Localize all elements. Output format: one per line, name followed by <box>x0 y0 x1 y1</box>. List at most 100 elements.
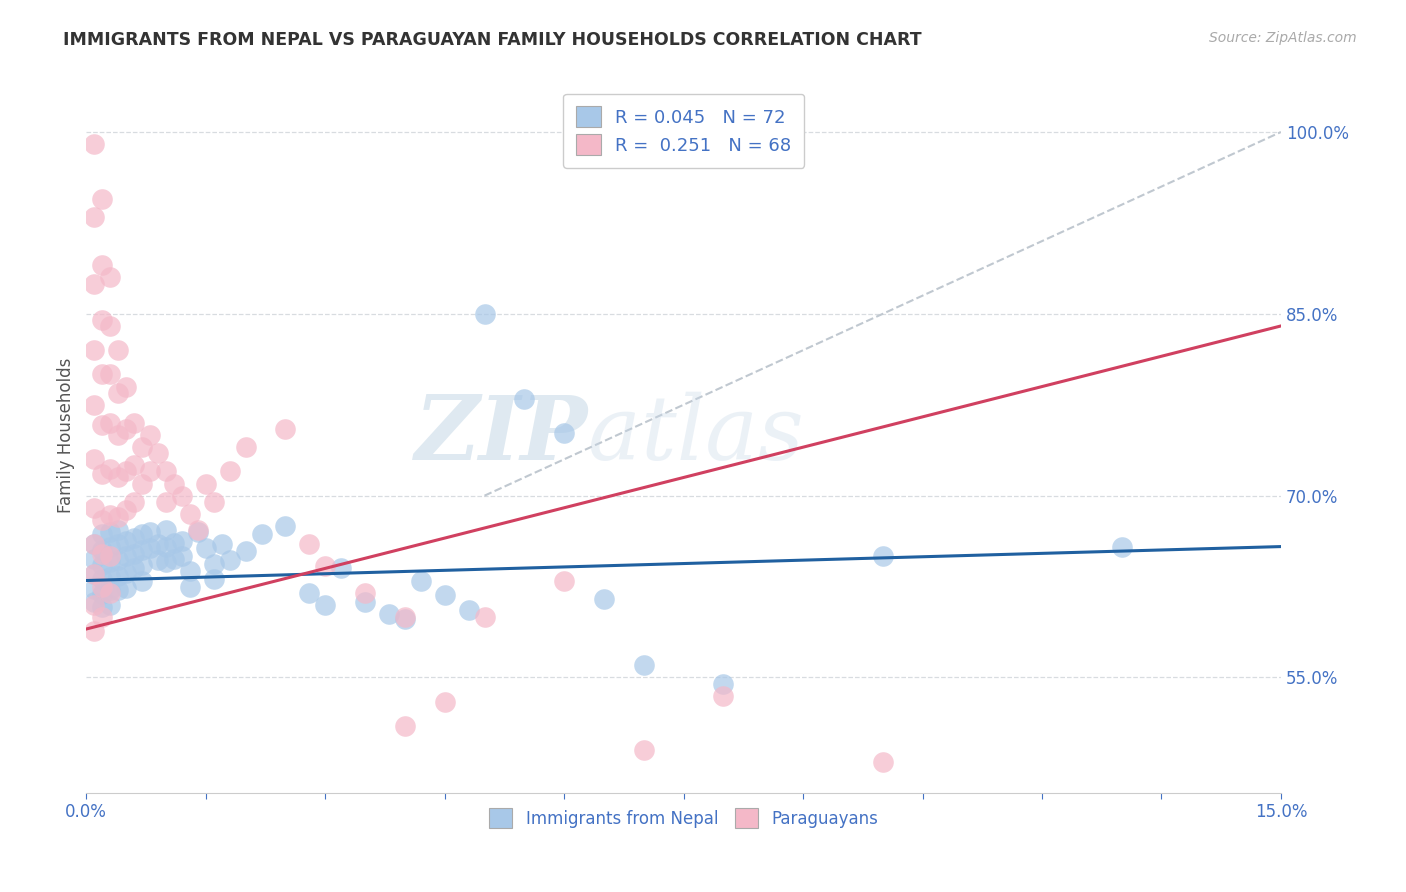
Point <box>314 598 336 612</box>
Point <box>107 568 129 582</box>
Point <box>433 695 456 709</box>
Point <box>274 519 297 533</box>
Text: atlas: atlas <box>588 392 804 478</box>
Point <box>235 440 257 454</box>
Point <box>633 743 655 757</box>
Point <box>98 585 121 599</box>
Point <box>139 428 162 442</box>
Point <box>98 583 121 598</box>
Point <box>131 476 153 491</box>
Point <box>91 313 114 327</box>
Point <box>122 561 145 575</box>
Point <box>91 192 114 206</box>
Point <box>131 440 153 454</box>
Point <box>394 612 416 626</box>
Point <box>409 574 432 588</box>
Point <box>194 476 217 491</box>
Point <box>91 418 114 433</box>
Point <box>139 464 162 478</box>
Point <box>107 583 129 598</box>
Point <box>98 270 121 285</box>
Point <box>170 533 193 548</box>
Point <box>115 464 138 478</box>
Point <box>872 756 894 770</box>
Point <box>91 467 114 481</box>
Point <box>83 537 105 551</box>
Point <box>633 658 655 673</box>
Point <box>91 547 114 561</box>
Point <box>83 567 105 582</box>
Point <box>91 558 114 572</box>
Point <box>115 379 138 393</box>
Point <box>330 561 353 575</box>
Point <box>474 307 496 321</box>
Point <box>202 494 225 508</box>
Point <box>83 595 105 609</box>
Point <box>98 368 121 382</box>
Point <box>115 581 138 595</box>
Point <box>155 523 177 537</box>
Point <box>553 574 575 588</box>
Text: ZIP: ZIP <box>415 392 588 478</box>
Point <box>115 422 138 436</box>
Point <box>83 398 105 412</box>
Point <box>202 557 225 571</box>
Point <box>139 541 162 555</box>
Point <box>83 500 105 515</box>
Point <box>83 277 105 291</box>
Point <box>98 508 121 522</box>
Point <box>98 540 121 554</box>
Point <box>107 510 129 524</box>
Point <box>83 582 105 596</box>
Point <box>354 595 377 609</box>
Point <box>115 566 138 581</box>
Point <box>131 574 153 588</box>
Point <box>91 610 114 624</box>
Point <box>155 464 177 478</box>
Point <box>163 536 186 550</box>
Point <box>107 385 129 400</box>
Point <box>187 524 209 539</box>
Point <box>274 422 297 436</box>
Point <box>250 527 273 541</box>
Point <box>553 425 575 440</box>
Point <box>115 533 138 548</box>
Point <box>122 531 145 545</box>
Point <box>187 523 209 537</box>
Point <box>170 489 193 503</box>
Point <box>91 543 114 558</box>
Point <box>83 598 105 612</box>
Point <box>155 540 177 554</box>
Point <box>179 507 201 521</box>
Point <box>98 570 121 584</box>
Point <box>872 549 894 564</box>
Text: IMMIGRANTS FROM NEPAL VS PARAGUAYAN FAMILY HOUSEHOLDS CORRELATION CHART: IMMIGRANTS FROM NEPAL VS PARAGUAYAN FAMI… <box>63 31 922 49</box>
Point <box>131 527 153 541</box>
Point <box>122 416 145 430</box>
Point <box>83 624 105 639</box>
Point <box>91 368 114 382</box>
Point <box>115 549 138 564</box>
Point <box>83 137 105 152</box>
Point <box>155 494 177 508</box>
Point <box>83 343 105 358</box>
Point <box>139 524 162 539</box>
Point <box>170 549 193 564</box>
Point <box>146 537 169 551</box>
Point <box>211 537 233 551</box>
Y-axis label: Family Households: Family Households <box>58 358 75 513</box>
Point <box>713 676 735 690</box>
Point <box>122 458 145 473</box>
Point <box>83 537 105 551</box>
Point <box>107 537 129 551</box>
Point <box>146 553 169 567</box>
Point <box>107 523 129 537</box>
Point <box>314 558 336 573</box>
Text: Source: ZipAtlas.com: Source: ZipAtlas.com <box>1209 31 1357 45</box>
Point <box>83 551 105 566</box>
Point <box>131 543 153 558</box>
Point <box>98 318 121 333</box>
Point <box>98 524 121 539</box>
Point <box>163 476 186 491</box>
Point <box>91 572 114 586</box>
